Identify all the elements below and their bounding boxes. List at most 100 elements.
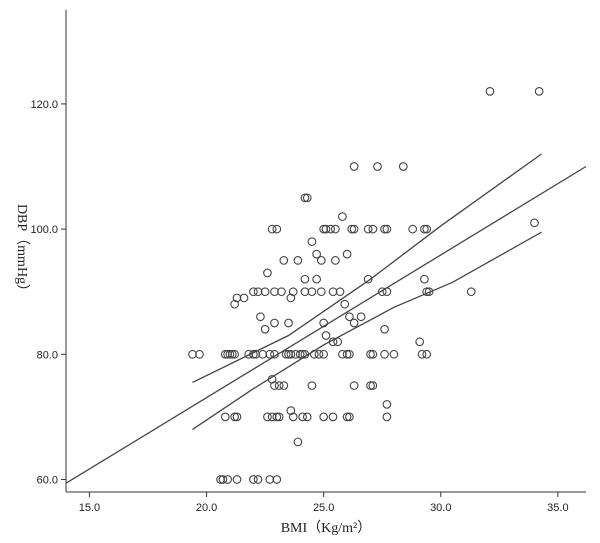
data-point [349,381,359,390]
data-point [380,349,389,359]
y-tick-label: 100.0 [30,224,58,236]
data-point [244,349,254,359]
data-points [188,87,544,484]
data-point [295,349,305,359]
data-point [265,349,275,359]
data-point [230,412,239,422]
data-point [223,475,232,484]
data-point [363,274,373,284]
ci-upper-line [192,153,542,384]
data-point [312,249,321,259]
regression-lines [65,153,587,484]
data-point [333,337,343,347]
data-point [256,312,265,322]
data-point [288,412,298,422]
data-point [342,349,352,359]
data-point [422,224,432,234]
axes [65,10,586,493]
data-point [382,287,392,297]
data-point [321,331,331,340]
y-tick-label: 120.0 [30,99,58,111]
data-point [277,287,286,297]
data-point [272,475,282,484]
data-point [230,299,239,309]
data-point [288,287,298,297]
data-point [279,381,289,390]
data-point [286,293,296,303]
data-point [253,475,263,484]
data-point [218,475,228,484]
data-point [270,287,279,297]
data-point [251,349,261,359]
ci-lower-line [192,231,542,430]
data-point [260,324,270,334]
data-point [232,475,242,484]
data-point [316,287,326,297]
data-point [366,381,375,390]
data-point [368,349,378,359]
data-point [249,475,258,484]
fit-line [65,165,587,484]
data-point [328,287,338,297]
data-point [319,318,329,328]
data-point [300,287,310,297]
data-point [349,224,359,234]
data-point [530,218,539,228]
data-point [326,224,336,234]
data-point [382,224,392,234]
x-tick-label: 25.0 [313,502,334,514]
data-point [232,293,242,303]
data-point [316,256,326,265]
data-point [293,437,303,447]
data-point [345,349,354,359]
data-point [338,212,347,221]
data-point [291,349,300,359]
data-point [253,287,263,297]
data-point [265,475,275,484]
x-ticks: 15.0 20.0 25.0 30.0 35.0 [79,492,569,514]
data-point [398,162,408,171]
data-point [225,349,235,359]
data-point [239,293,249,303]
data-point [302,412,312,422]
data-point [263,412,272,422]
data-point [424,287,434,297]
data-point [270,318,279,328]
data-point [380,324,389,334]
y-tick-label: 60.0 [37,474,58,486]
data-point [356,312,366,322]
data-point [223,349,232,359]
data-point [345,312,354,322]
data-point [188,349,197,359]
data-point [307,287,317,297]
data-point [230,349,239,359]
data-point [420,224,429,234]
x-axis-title: BMI（Kg/m²） [281,520,372,536]
data-point [422,349,432,359]
data-point [534,87,544,96]
data-point [342,412,352,422]
data-point [319,412,329,422]
data-point [380,224,389,234]
data-point [227,349,237,359]
data-point [274,381,284,390]
data-point [319,349,329,359]
data-point [260,287,270,297]
data-point [272,224,282,234]
data-point [389,349,399,359]
data-point [307,381,317,390]
data-point [284,349,293,359]
data-point [366,349,375,359]
data-point [284,318,293,328]
data-point [328,412,338,422]
data-point [415,337,425,347]
data-point [249,349,258,359]
data-point [258,349,268,359]
data-point [349,318,359,328]
data-point [279,256,289,265]
data-point [298,412,307,422]
data-point [249,287,258,297]
data-point [314,349,324,359]
data-point [347,224,357,234]
